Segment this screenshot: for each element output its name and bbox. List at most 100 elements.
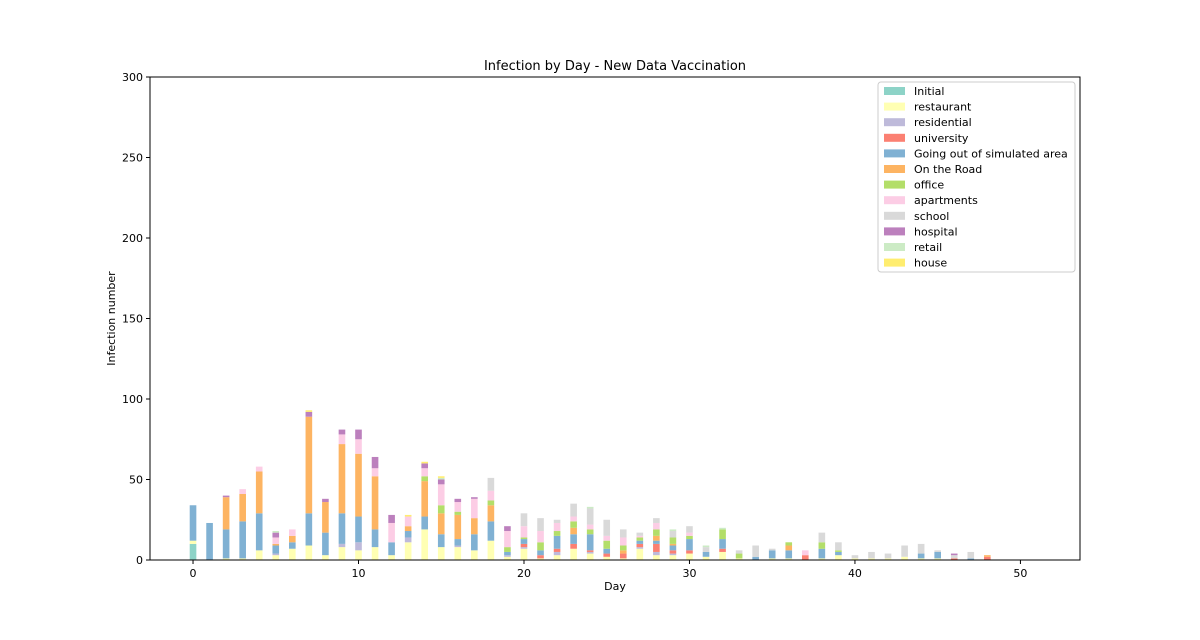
legend-label: apartments [914, 194, 978, 207]
bar-apartments-day-11 [371, 468, 379, 477]
bar-restaurant-day-22 [553, 555, 561, 560]
bar-going-out-of-simulated-area-day-35 [768, 550, 776, 559]
legend-swatch [884, 133, 905, 142]
bar-going-out-of-simulated-area-day-19 [504, 551, 511, 556]
bar-restaurant-day-20 [520, 548, 528, 560]
bars-group [189, 410, 991, 560]
bar-on-the-road-day-6 [289, 535, 296, 543]
bar-going-out-of-simulated-area-day-8 [322, 532, 329, 556]
x-tick-label: 50 [1013, 567, 1027, 580]
bar-on-the-road-day-29 [669, 543, 677, 546]
bar-office-day-22 [553, 531, 561, 536]
legend-frame [877, 81, 1076, 273]
bar-hospital-day-12 [388, 514, 395, 523]
bar-school-day-26 [619, 529, 627, 538]
bar-apartments-day-14 [421, 468, 429, 477]
legend-label: school [914, 210, 949, 223]
bar-university-day-23 [570, 543, 577, 549]
bar-office-day-25 [603, 540, 611, 549]
bar-school-day-47 [967, 551, 975, 559]
bar-hospital-day-2 [222, 495, 230, 498]
bar-going-out-of-simulated-area-day-44 [917, 553, 925, 559]
bar-restaurant-day-5 [272, 555, 280, 560]
bar-university-day-20 [520, 543, 528, 548]
bar-university-day-29 [669, 550, 677, 554]
bar-going-out-of-simulated-area-day-36 [785, 550, 793, 559]
legend-swatch [884, 87, 905, 95]
legend-swatch [884, 118, 905, 127]
bar-university-day-21 [537, 555, 544, 559]
bar-going-out-of-simulated-area-day-20 [520, 539, 528, 544]
bar-retail-day-31 [702, 545, 710, 548]
bar-on-the-road-day-15 [437, 513, 445, 535]
bar-office-day-28 [653, 529, 660, 536]
bar-apartments-day-30 [686, 532, 693, 536]
bar-restaurant-day-36 [785, 558, 793, 560]
bar-going-out-of-simulated-area-day-6 [289, 542, 296, 549]
bar-residential-day-10 [355, 542, 362, 551]
bar-restaurant-day-17 [471, 550, 478, 560]
y-tick-label: 200 [122, 232, 143, 245]
bar-going-out-of-simulated-area-day-38 [818, 548, 826, 559]
bar-university-day-27 [636, 543, 644, 548]
bar-office-day-20 [520, 537, 528, 540]
bar-school-day-35 [768, 548, 776, 551]
bar-office-day-23 [570, 521, 577, 528]
bar-restaurant-day-30 [686, 553, 693, 560]
bar-school-day-33 [735, 550, 743, 554]
bar-restaurant-day-13 [404, 542, 412, 560]
bar-restaurant-day-25 [603, 556, 611, 560]
bar-university-day-25 [603, 553, 611, 557]
bar-apartments-day-6 [289, 529, 296, 536]
bar-hospital-day-46 [950, 553, 958, 556]
y-axis-label: Infection number [105, 271, 118, 366]
bar-school-day-34 [752, 545, 759, 557]
bar-on-the-road-day-5 [272, 543, 280, 546]
bar-apartments-day-28 [653, 522, 660, 530]
x-tick-label: 40 [848, 567, 862, 580]
bar-apartments-day-20 [520, 526, 528, 538]
bar-restaurant-day-8 [322, 555, 329, 560]
bar-going-out-of-simulated-area-day-27 [636, 540, 644, 544]
legend-label: retail [914, 241, 942, 254]
bar-on-the-road-day-2 [222, 497, 230, 530]
bar-going-out-of-simulated-area-day-24 [586, 534, 594, 551]
bar-university-day-30 [686, 550, 693, 554]
bar-apartments-day-19 [504, 531, 511, 548]
bar-going-out-of-simulated-area-day-21 [537, 550, 544, 556]
bar-going-out-of-simulated-area-day-45 [934, 551, 941, 559]
bar-apartments-day-22 [553, 522, 561, 532]
bar-residential-day-16 [454, 545, 462, 548]
bar-school-day-29 [669, 531, 677, 538]
bar-restaurant-day-44 [917, 558, 925, 560]
y-axis: 0 50 100 150 200 250 300 [122, 71, 150, 567]
bar-apartments-day-10 [355, 439, 362, 454]
bar-going-out-of-simulated-area-day-30 [686, 539, 693, 551]
bar-going-out-of-simulated-area-day-47 [967, 558, 975, 560]
bar-restaurant-day-43 [901, 556, 908, 560]
bar-house-day-7 [305, 410, 313, 412]
legend: Initial restaurant residential university Go… [877, 81, 1076, 273]
bar-restaurant-day-28 [653, 555, 660, 560]
bar-office-day-27 [636, 537, 644, 541]
bar-restaurant-day-10 [355, 550, 362, 560]
y-tick-label: 0 [136, 554, 143, 567]
bar-office-day-21 [537, 542, 544, 551]
bar-going-out-of-simulated-area-day-31 [702, 551, 710, 557]
bar-apartments-day-37 [801, 550, 809, 556]
bar-office-day-19 [504, 547, 511, 552]
bar-on-the-road-day-14 [421, 481, 429, 517]
bar-university-day-37 [801, 555, 809, 560]
bar-going-out-of-simulated-area-day-10 [355, 516, 362, 543]
legend-swatch [884, 211, 905, 220]
legend-swatch [884, 165, 905, 173]
bar-house-day-15 [437, 476, 445, 478]
bar-going-out-of-simulated-area-day-22 [553, 535, 561, 549]
bar-restaurant-day-41 [868, 558, 875, 560]
bar-school-day-43 [901, 545, 908, 557]
bar-restaurant-day-4 [255, 550, 263, 560]
bar-apartments-day-21 [537, 531, 544, 543]
bar-school-day-21 [537, 518, 544, 532]
bar-restaurant-day-3 [239, 558, 246, 560]
bar-restaurant-day-16 [454, 547, 462, 560]
